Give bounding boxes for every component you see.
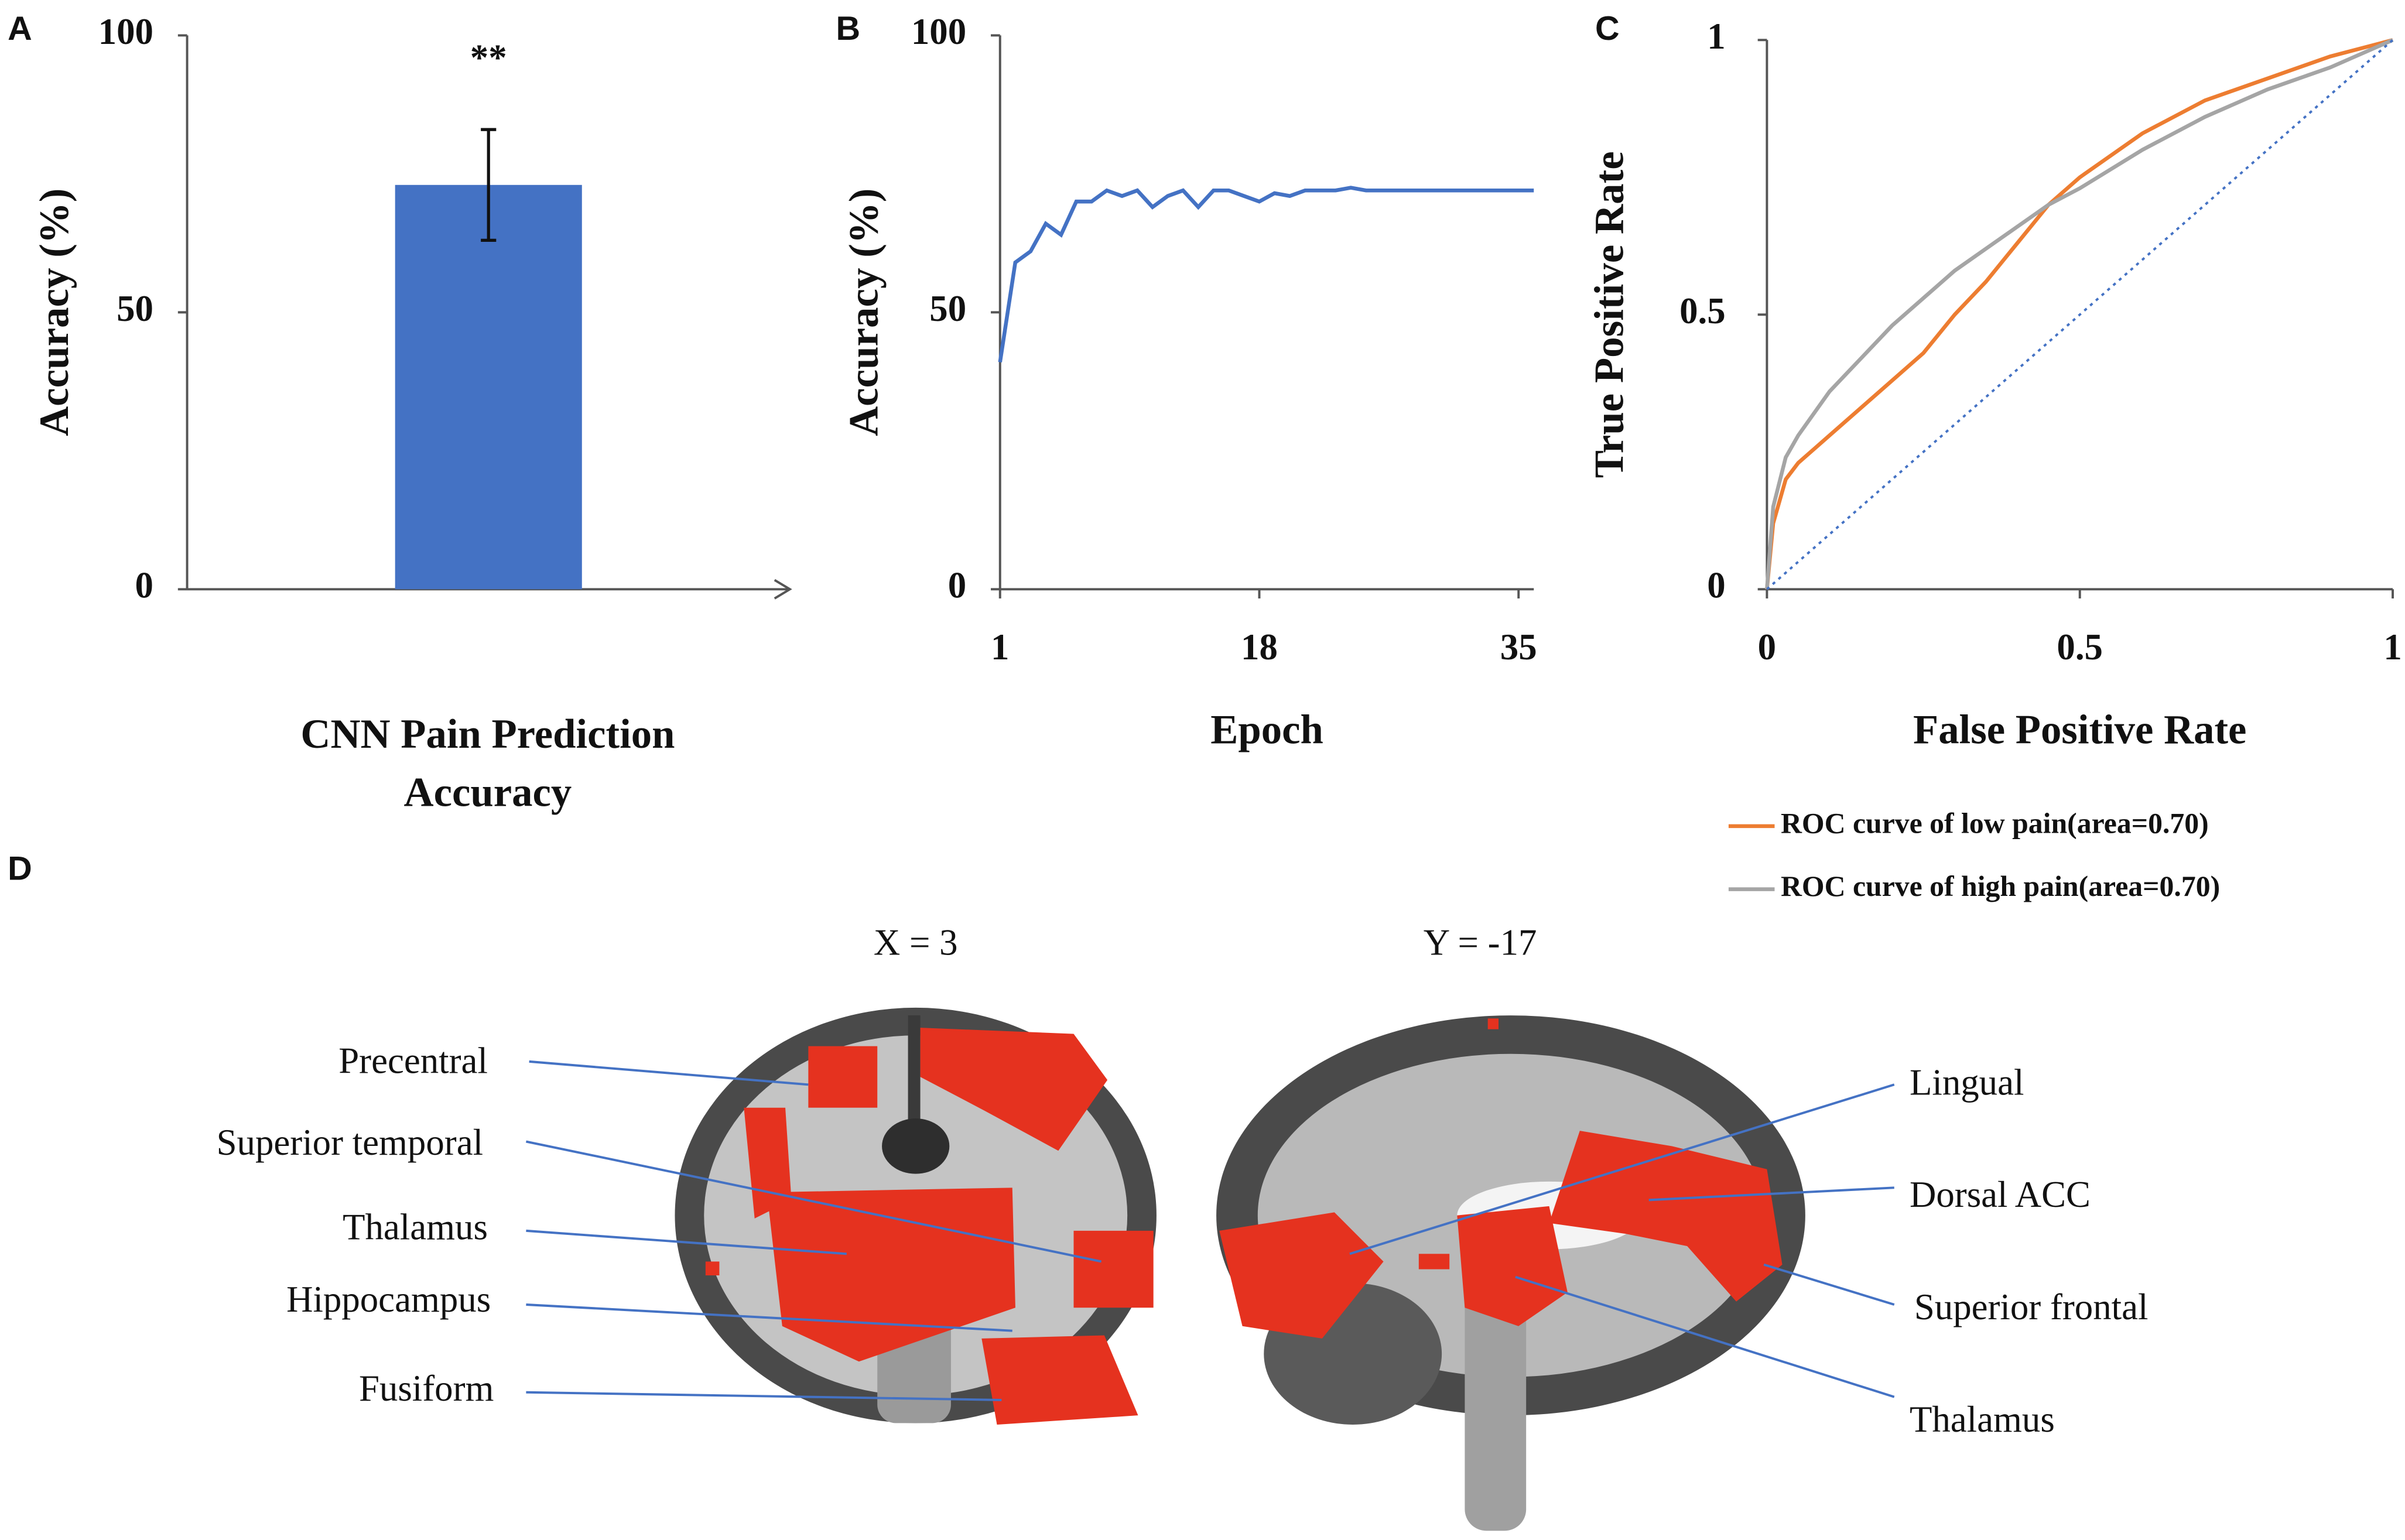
annotation: ** (470, 37, 507, 78)
error-bar (481, 128, 497, 242)
y-axis-label: Accuracy (%) (32, 189, 77, 436)
region-label: Thalamus (343, 1206, 488, 1247)
x-axis-label: CNN Pain Prediction Accuracy (300, 710, 675, 816)
y-tick-label: 100 (911, 11, 966, 52)
y-tick-label: 1 (1707, 16, 1725, 57)
region-label: Superior frontal (1914, 1286, 2149, 1327)
y-tick-label: 50 (929, 288, 966, 329)
y-tick-label: 0 (948, 565, 966, 606)
x-tick-label: 1 (2383, 627, 2401, 668)
arrows (526, 1060, 1895, 1401)
legend-label: ROC curve of high pain(area=0.70) (1781, 870, 2220, 902)
y-tick-label: 50 (117, 288, 153, 329)
slice-title: X = 3 (874, 922, 958, 963)
y-tick-label: 100 (98, 11, 153, 52)
y-axis-label: True Positive Rate (1587, 151, 1633, 478)
region-label: Fusiform (359, 1368, 494, 1409)
coronal-brain-image (675, 1007, 1157, 1425)
region-label: Thalamus (1910, 1399, 2055, 1440)
region-label: Lingual (1910, 1062, 2024, 1103)
bar (395, 184, 582, 590)
x-tick-label: 18 (1241, 627, 1278, 668)
y-tick-label: 0.5 (1679, 290, 1726, 331)
axis-arrow (774, 579, 792, 600)
x-axis-label: False Positive Rate (1913, 707, 2246, 752)
panel-letter: A (8, 10, 32, 47)
line-series (1765, 38, 2393, 590)
y-tick-label: 0 (135, 565, 153, 606)
region-label: Superior temporal (217, 1122, 483, 1163)
x-axis-label: Epoch (1210, 707, 1323, 752)
sagittal-brain-image (1216, 1015, 1805, 1531)
line-series (1766, 39, 2394, 590)
x-tick-label: 35 (1500, 627, 1537, 668)
region-label: Dorsal ACC (1910, 1174, 2091, 1215)
x-axis-label-box: CNN Pain Prediction Accuracy (300, 710, 675, 816)
y-axis-label: Accuracy (%) (841, 189, 887, 436)
region-label: Precentral (338, 1041, 488, 1082)
panel-letter: D (8, 850, 32, 887)
slice-title: Y = -17 (1424, 922, 1537, 963)
panel-d: D X = 3 Y = -17 (8, 850, 2148, 1531)
panel-letter: C (1595, 10, 1620, 47)
x-tick-label: 1 (991, 627, 1009, 668)
legend-label: ROC curve of low pain(area=0.70) (1781, 807, 2209, 839)
y-tick-label: 0 (1707, 565, 1725, 606)
region-label: Hippocampus (286, 1279, 491, 1320)
x-tick-label: 0.5 (2057, 627, 2103, 668)
panel-letter: B (836, 10, 860, 47)
line-series (998, 186, 1534, 362)
x-tick-label: 0 (1758, 627, 1776, 668)
line-series (1765, 38, 2394, 590)
